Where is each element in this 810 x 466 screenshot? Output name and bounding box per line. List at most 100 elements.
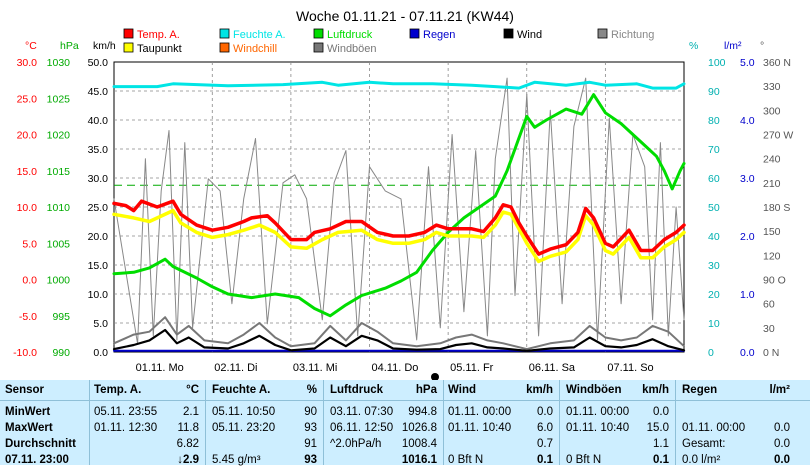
tick-label: 1030 (47, 57, 71, 69)
chart-title: Woche 01.11.21 - 07.11.21 (KW44) (296, 8, 514, 24)
pressure-unit: hPa (415, 384, 437, 396)
pressure-header: Luftdruck (330, 384, 384, 396)
cell-value: 93 (304, 422, 317, 434)
cell-value: 0.0 (774, 438, 790, 450)
tick-label: 1015 (47, 166, 71, 178)
cell-time: 0 Bft N (448, 454, 484, 466)
cell-value: 11.8 (177, 422, 199, 434)
tick-label: 1005 (47, 238, 71, 250)
tick-label: 5.0 (740, 57, 755, 69)
tick-label: 50 (708, 202, 720, 214)
tick-label: 0.0 (93, 347, 108, 359)
tick-label: 100 (708, 57, 726, 69)
cell-value: 0.0 (774, 422, 790, 434)
col-gusts: Windböen km/h 01.11. 00:00 0.0 01.11. 10… (560, 380, 676, 466)
x-tick-label: 05.11. Fr (450, 362, 494, 374)
tick-label: 4.0 (740, 115, 755, 127)
axis-labels: °C hPa km/h% l/m² ° (25, 40, 764, 52)
series-lines (112, 77, 686, 352)
cell-value: 0.0 (537, 406, 553, 418)
row-label: 07.11. 23:00 (5, 454, 69, 466)
x-tick-label: 06.11. Sa (529, 362, 576, 374)
tick-label: 90 O (763, 275, 786, 287)
tick-label: 1010 (47, 202, 71, 214)
legend-label: Taupunkt (137, 43, 182, 55)
series-temp-a (112, 199, 686, 256)
cell-time: 01.11. 00:00 (682, 422, 746, 434)
x-axis-labels: 01.11. Mo 02.11. Di 03.11. Mi 04.11. Do 05.1… (136, 362, 654, 374)
cell-time: 06.11. 12:50 (330, 422, 394, 434)
tick-label: 20.0 (88, 231, 109, 243)
cell-time: ^2.0hPa/h (330, 438, 382, 450)
tick-label: 10 (708, 318, 720, 330)
tick-label: 150 (763, 226, 781, 238)
axis-unit-label: hPa (60, 40, 79, 52)
tick-label: 1020 (47, 130, 71, 142)
gusts-unit: km/h (642, 384, 669, 396)
tick-label: 180 S (763, 202, 790, 214)
series-feuchte-a (112, 80, 686, 90)
tick-label: -5.0 (19, 311, 37, 323)
legend-label: Windchill (233, 43, 277, 55)
tick-label: 20.0 (17, 130, 38, 142)
rain-unit: l/m² (769, 384, 790, 396)
legend-label: Windböen (327, 43, 377, 55)
tick-label: 270 W (763, 130, 793, 142)
x-tick-label: 03.11. Mi (293, 362, 337, 374)
cell-value: 994.8 (408, 406, 437, 418)
tick-label: 10.0 (17, 202, 38, 214)
temp-header: Temp. A. (94, 384, 142, 396)
tick-label: 330 (763, 81, 781, 93)
tick-label: 50.0 (88, 57, 109, 69)
series-taupunkt (112, 208, 686, 264)
tick-label: 60 (708, 173, 720, 185)
series-windb-en (113, 316, 685, 351)
temp-unit: °C (186, 384, 199, 396)
cell-value: 1026.8 (401, 422, 437, 434)
tick-label: 1000 (47, 275, 71, 287)
cell-value: 0.7 (537, 438, 553, 450)
tick-label: 90 (708, 86, 720, 98)
tick-label: 0.0 (22, 275, 37, 287)
row-label: MaxWert (5, 422, 53, 434)
tick-label: 40.0 (88, 115, 109, 127)
col-sensor: Sensor MinWert MaxWert Durchschnitt 07.1… (0, 380, 90, 466)
tick-label: 70 (708, 144, 720, 156)
row-label: MinWert (5, 406, 51, 418)
cell-value: 0.0 (774, 454, 790, 466)
cell-value: 93 (304, 454, 317, 466)
tick-label: 120 (763, 250, 781, 262)
cell-value: 90 (304, 406, 317, 418)
tick-label: 15.0 (88, 260, 109, 272)
cell-time: 01.11. 10:40 (566, 422, 630, 434)
axis-unit-label: °C (25, 40, 37, 52)
cell-time: 05.11. 23:55 (94, 406, 158, 418)
legend-label: Regen (423, 29, 455, 41)
tick-label: 80 (708, 115, 720, 127)
x-tick-label: 01.11. Mo (136, 362, 184, 374)
cell-value: 2.1 (183, 406, 199, 418)
cell-time: 05.11. 10:50 (212, 406, 276, 418)
tick-label: 25.0 (88, 202, 109, 214)
cell-time: 0 Bft N (566, 454, 602, 466)
tick-label: 360 N (763, 57, 791, 69)
humidity-header: Feuchte A. (212, 384, 271, 396)
cell-value: 91 (304, 438, 317, 450)
legend-swatch (123, 28, 134, 39)
cell-time: Gesamt: (682, 438, 726, 450)
axis-unit-label: % (689, 40, 698, 52)
legend-swatch (219, 42, 230, 53)
cell-time: 0.0 l/m² (682, 454, 721, 466)
col-pressure: Luftdruck hPa 03.11. 07:30 994.8 06.11. … (324, 380, 444, 466)
wind-header: Wind (448, 384, 476, 396)
x-tick-label: 02.11. Di (214, 362, 257, 374)
cell-value: 6.0 (537, 422, 553, 434)
series-wind (112, 328, 686, 352)
tick-label: -10.0 (13, 347, 37, 359)
axis-unit-label: l/m² (724, 40, 742, 52)
tick-label: 0.0 (740, 347, 755, 359)
cell-value: ↓2.9 (177, 454, 199, 466)
cell-value: 1016.1 (401, 454, 437, 466)
cell-time: 01.11. 10:40 (448, 422, 512, 434)
x-tick-label: 04.11. Do (372, 362, 419, 374)
